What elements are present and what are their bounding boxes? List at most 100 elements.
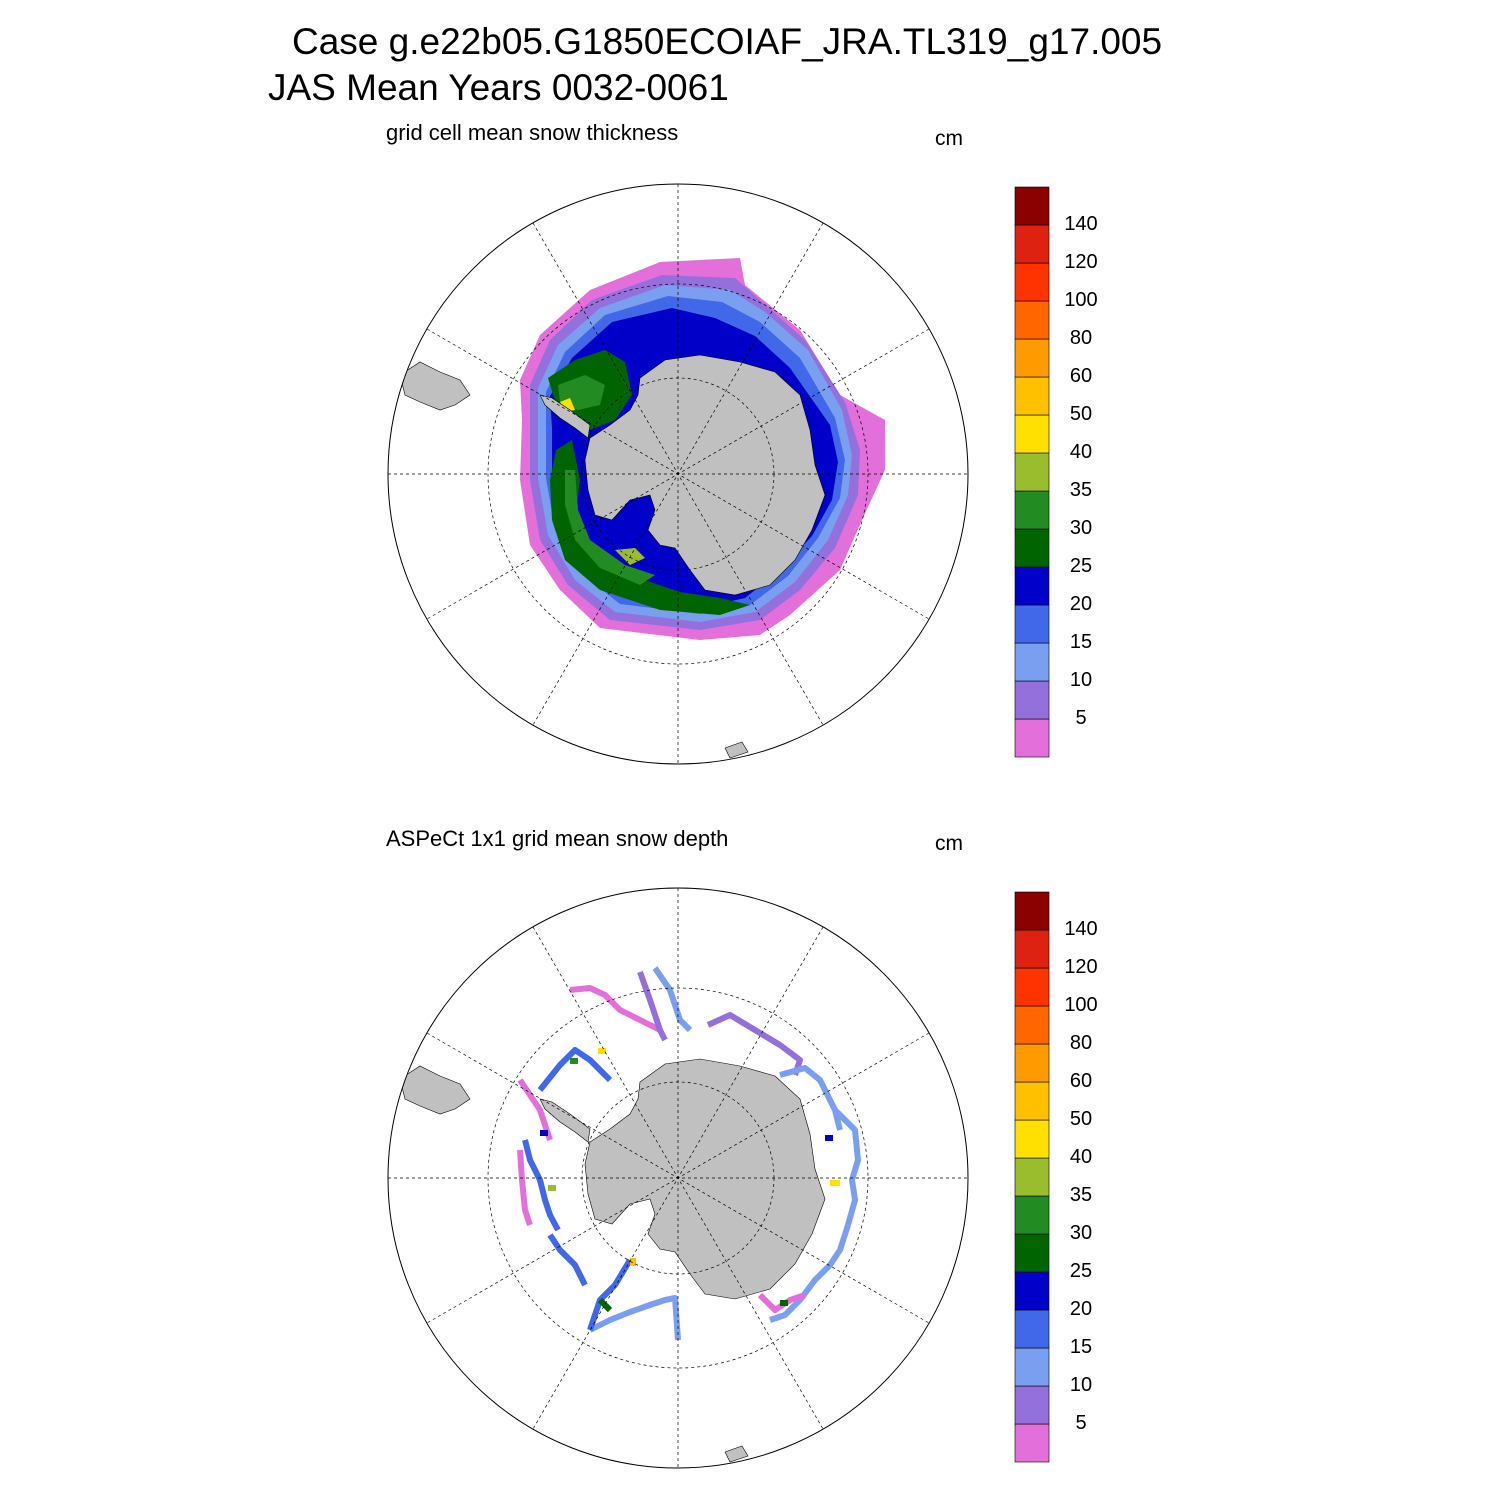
colorbar-tick-label: 140 — [1064, 918, 1098, 940]
colorbar-tick-label: 100 — [1064, 289, 1098, 311]
ship-track — [832, 1107, 861, 1226]
colorbar-box — [1014, 186, 1050, 226]
ship-track — [637, 970, 668, 1042]
colorbar-box — [1014, 528, 1050, 568]
colorbar-tick-label: 35 — [1069, 479, 1093, 501]
antarctica-land — [584, 354, 826, 596]
colorbar-box — [1014, 1233, 1050, 1273]
antarctic-peninsula — [539, 394, 591, 439]
colorbar-tick-label: 20 — [1069, 1298, 1093, 1320]
colorbar-tick-label: 120 — [1064, 251, 1098, 273]
colorbar-tick-label: 120 — [1064, 956, 1098, 978]
colorbar-tick-label: 25 — [1069, 1260, 1093, 1282]
map-boundary-panel1 — [387, 183, 969, 765]
colorbar-tick-label: 140 — [1064, 213, 1098, 235]
figure-title-period: JAS Mean Years 0032-0061 — [268, 67, 729, 108]
colorbar-box — [1014, 566, 1050, 606]
colorbar-box — [1014, 1347, 1050, 1387]
ship-track — [588, 1295, 681, 1341]
map-panel-model — [388, 184, 968, 764]
panel2-unit: cm — [935, 832, 963, 855]
ship-track — [522, 1139, 561, 1232]
obs-thick-snow — [548, 1185, 556, 1191]
colorbar-box — [1014, 967, 1050, 1007]
colorbar-tick-label: 40 — [1069, 441, 1093, 463]
obs-thick-snow — [825, 1135, 833, 1141]
colorbar-tick-label: 100 — [1064, 994, 1098, 1016]
panel1-title: grid cell mean snow thickness — [386, 120, 679, 145]
graticule-panel2 — [388, 888, 968, 1468]
colorbar-box — [1014, 1043, 1050, 1083]
colorbar-box — [1014, 490, 1050, 530]
antarctic-peninsula — [539, 1098, 591, 1143]
ship-track — [779, 1065, 843, 1131]
colorbar-box — [1014, 1309, 1050, 1349]
colorbar-tick-label: 10 — [1069, 669, 1093, 691]
colorbar-tick-label: 20 — [1069, 593, 1093, 615]
snow-band-25-30-ross — [550, 440, 750, 615]
colorbar-tick-label: 50 — [1069, 403, 1093, 425]
snow-band-30-35-ross — [565, 470, 655, 585]
ship-track — [547, 1233, 588, 1287]
colorbar-box — [1014, 1119, 1050, 1159]
colorbar-box — [1014, 414, 1050, 454]
colorbar-tick-label: 80 — [1069, 327, 1093, 349]
colorbar-box — [1014, 224, 1050, 264]
ship-track — [769, 1224, 851, 1323]
colorbar-box — [1014, 376, 1050, 416]
colorbar-box — [1014, 1081, 1050, 1121]
map-boundary-panel2 — [387, 887, 969, 1469]
colorbar-box — [1014, 300, 1050, 340]
ship-track — [569, 985, 662, 1033]
obs-thick-snow — [830, 1180, 840, 1186]
ship-track — [587, 1258, 633, 1331]
panel2-title: ASPeCt 1x1 grid mean snow depth — [386, 826, 729, 851]
colorbar-panel2 — [1014, 891, 1050, 1463]
colorbar-tick-label: 60 — [1069, 1070, 1093, 1092]
colorbar-box — [1014, 891, 1050, 931]
colorbar-tick-label: 5 — [1075, 707, 1087, 729]
colorbar-box — [1014, 452, 1050, 492]
colorbar-box — [1014, 1195, 1050, 1235]
colorbar-box — [1014, 642, 1050, 682]
colorbar-box — [1014, 680, 1050, 720]
colorbar-tick-label: 35 — [1069, 1184, 1093, 1206]
colorbar-tick-label: 5 — [1075, 1412, 1087, 1434]
panel1-unit: cm — [935, 127, 963, 150]
colorbar-box — [1014, 1271, 1050, 1311]
ship-track — [517, 1149, 533, 1226]
colorbar-tick-label: 15 — [1069, 1336, 1093, 1358]
ship-track — [537, 1047, 613, 1092]
colorbar-box — [1014, 1423, 1050, 1463]
colorbar-box — [1014, 262, 1050, 302]
ship-track — [652, 966, 693, 1033]
colorbar-tick-label: 30 — [1069, 517, 1093, 539]
obs-thick-snow — [780, 1300, 788, 1306]
colorbar-box — [1014, 338, 1050, 378]
obs-thick-snow — [598, 1048, 606, 1054]
colorbar-tick-label: 40 — [1069, 1146, 1093, 1168]
south-america-land — [399, 1065, 471, 1115]
colorbar-box — [1014, 1385, 1050, 1425]
colorbar-tick-label: 15 — [1069, 631, 1093, 653]
colorbar-box — [1014, 604, 1050, 644]
colorbar-box — [1014, 718, 1050, 758]
colorbar-tick-label: 80 — [1069, 1032, 1093, 1054]
antarctica-land — [584, 1058, 826, 1300]
island-land — [724, 1445, 749, 1463]
obs-thick-snow — [570, 1058, 578, 1064]
colorbar-tick-label: 10 — [1069, 1374, 1093, 1396]
colorbar-tick-label: 60 — [1069, 365, 1093, 387]
ship-track — [597, 1297, 613, 1313]
figure-title-case: Case g.e22b05.G1850ECOIAF_JRA.TL319_g17.… — [292, 21, 1163, 62]
colorbar-tick-label: 25 — [1069, 555, 1093, 577]
graticule-panel1 — [388, 184, 968, 764]
colorbar-tick-label: 30 — [1069, 1222, 1093, 1244]
island-land — [724, 741, 749, 759]
colorbar-box — [1014, 929, 1050, 969]
colorbar-panel1 — [1014, 186, 1050, 758]
colorbar-box — [1014, 1157, 1050, 1197]
colorbar-box — [1014, 1005, 1050, 1045]
ship-track — [706, 1012, 803, 1076]
